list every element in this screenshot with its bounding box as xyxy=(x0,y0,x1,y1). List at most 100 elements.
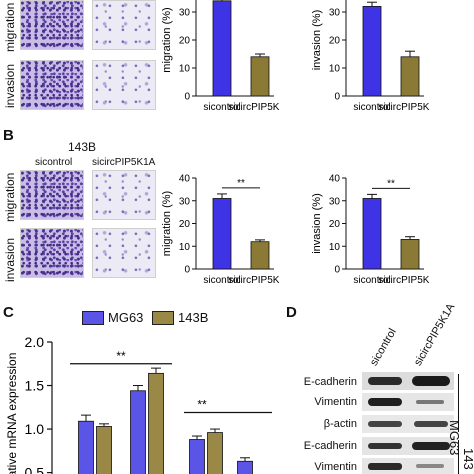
y-tick-label: 10 xyxy=(329,242,341,253)
blot-label-ecadherin-1: E-cadherin xyxy=(303,376,357,388)
y-tick-label: 10 xyxy=(329,64,341,75)
b-row-label-invasion: invasion xyxy=(3,237,17,282)
a-invasion-control-image xyxy=(20,60,84,110)
blot-band xyxy=(416,464,444,468)
blot-band xyxy=(412,376,450,386)
y-tick-label: 10 xyxy=(179,64,191,75)
bar xyxy=(237,460,253,474)
blot-strip-vimentin-1 xyxy=(362,393,454,411)
blot-label-bactin: β-actin xyxy=(323,418,357,430)
bar xyxy=(250,241,270,270)
y-tick-label: 20 xyxy=(329,36,341,47)
y-tick-label: 0 xyxy=(334,92,340,103)
y-tick-label: 20 xyxy=(179,36,191,47)
y-tick-label: 1.5 xyxy=(25,378,45,394)
legend-label-143b: 143B xyxy=(178,310,209,325)
legend-label-mg63: MG63 xyxy=(108,310,144,325)
blot-group-bracket-mg63 xyxy=(458,374,459,432)
b-invasion-sicirc-image xyxy=(92,228,156,278)
x-tick-label: sicircPIP5K1A xyxy=(378,102,430,113)
bar xyxy=(362,198,382,270)
y-axis-label: invasion (%) xyxy=(311,10,323,71)
bar xyxy=(78,420,94,474)
b-migration-sicirc-image xyxy=(92,170,156,220)
a-row-label-invasion: invasion xyxy=(3,63,17,108)
x-tick-label: sicontrol xyxy=(353,275,390,286)
b-col-label-sicirc: sicircPIP5K1A xyxy=(92,157,156,168)
blot-band xyxy=(368,443,402,449)
y-tick-label: 10 xyxy=(179,242,191,253)
blot-group-label-143: 143 xyxy=(461,448,474,470)
y-tick-label: 20 xyxy=(179,219,191,230)
y-tick-label: 30 xyxy=(179,196,191,207)
x-tick-label: sicontrol xyxy=(353,102,390,113)
bar xyxy=(212,198,232,270)
panel-b-cell-line: 143B xyxy=(68,140,97,154)
bar xyxy=(189,439,205,474)
significance-label: ** xyxy=(197,398,207,412)
significance-label: ** xyxy=(387,178,395,189)
chart-b-invasion: 0 10 20 30 40 invasion (%) sicontrolsicircPIP5… xyxy=(311,174,430,287)
y-tick-label: 0 xyxy=(334,265,340,276)
y-axis-label: migration (%) xyxy=(161,191,173,256)
b-row-label-migration: migration xyxy=(3,172,17,222)
bar xyxy=(400,239,420,270)
blot-band xyxy=(368,463,402,470)
x-tick-label: sicontrol xyxy=(203,275,240,286)
bar xyxy=(130,390,146,474)
x-tick-label: sicircPIP5K1A xyxy=(378,275,430,286)
bar xyxy=(207,432,223,474)
bar xyxy=(212,0,232,97)
x-tick-label: sicircPIP5K1A xyxy=(228,275,280,286)
b-col-label-sicontrol: sicontrol xyxy=(35,157,73,168)
panel-letter-d: D xyxy=(286,304,297,321)
blot-strip-ecadherin-1 xyxy=(362,372,454,390)
y-axis-label: Relative mRNA expression xyxy=(5,353,19,474)
y-tick-label: 30 xyxy=(329,8,341,19)
y-axis-label: invasion (%) xyxy=(311,193,323,254)
blot-group-bracket-143 xyxy=(458,440,459,474)
blot-strip-ecadherin-2 xyxy=(362,437,454,455)
significance-label: ** xyxy=(237,178,245,189)
x-tick-label: sicontrol xyxy=(203,102,240,113)
legend-swatch-mg63 xyxy=(82,311,104,325)
blot-strip-bactin xyxy=(362,415,454,433)
blot-col-label-sicontrol: sicontrol xyxy=(368,326,399,368)
y-tick-label: 30 xyxy=(329,196,341,207)
a-row-label-migration: migration xyxy=(3,2,17,52)
y-tick-label: 40 xyxy=(329,174,341,185)
blot-col-label-sicirc: sicircPIP5K1A xyxy=(412,301,458,368)
blot-band xyxy=(368,398,402,406)
a-migration-sicirc-image xyxy=(92,0,156,50)
panel-letter-b: B xyxy=(3,127,14,144)
blot-band xyxy=(416,400,444,404)
bar xyxy=(362,6,382,97)
blot-band xyxy=(368,421,402,427)
chart-c-mrna: 0.5 1.0 1.5 2.0 Relative mRNA expression ** ** xyxy=(5,334,272,474)
a-invasion-sicirc-image xyxy=(92,60,156,110)
blot-strip-vimentin-2 xyxy=(362,458,454,474)
y-tick-label: 0.5 xyxy=(25,465,45,474)
y-tick-label: 2.0 xyxy=(25,334,45,350)
blot-band xyxy=(368,377,402,385)
x-tick-label: sicircPIP5K1A xyxy=(228,102,280,113)
blot-label-ecadherin-2: E-cadherin xyxy=(303,440,357,452)
y-tick-label: 0 xyxy=(184,92,190,103)
significance-label: ** xyxy=(116,349,126,363)
y-axis-label: migration (%) xyxy=(161,7,173,72)
bar xyxy=(148,372,164,474)
bar xyxy=(96,426,112,474)
chart-b-migration: 0 10 20 30 40 migration (%) sicontrolsicircPIP… xyxy=(161,174,280,287)
b-invasion-control-image xyxy=(20,228,84,278)
blot-group-label-mg63: MG63 xyxy=(447,420,462,456)
bar xyxy=(400,56,420,97)
blot-band xyxy=(412,442,450,450)
y-tick-label: 0 xyxy=(184,265,190,276)
y-tick-label: 20 xyxy=(329,219,341,230)
blot-label-vimentin-2: Vimentin xyxy=(314,461,357,473)
a-migration-control-image xyxy=(20,0,84,50)
y-tick-label: 40 xyxy=(179,174,191,185)
panel-letter-c: C xyxy=(3,304,14,321)
y-tick-label: 30 xyxy=(179,8,191,19)
